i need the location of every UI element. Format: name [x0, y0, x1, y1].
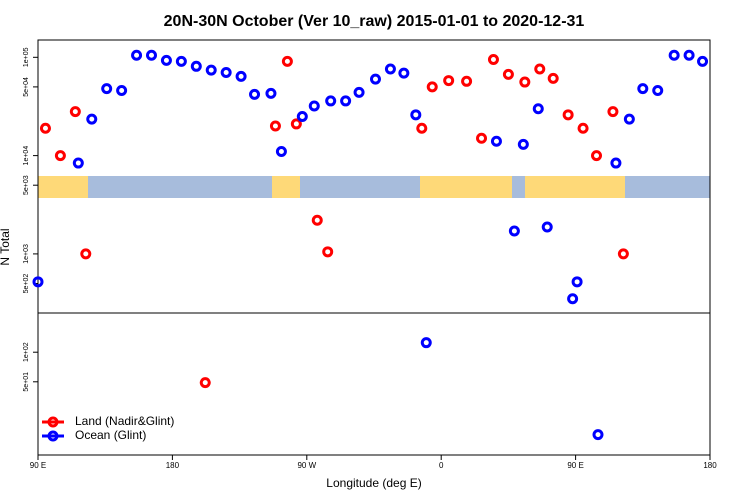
point	[116, 84, 128, 96]
legend-marker	[47, 416, 59, 428]
y-tick-label: 1e+04	[23, 146, 30, 166]
point	[420, 337, 432, 349]
point	[534, 63, 546, 75]
point	[443, 75, 455, 87]
y-tick-label: 1e+03	[23, 244, 30, 264]
point	[160, 54, 172, 66]
point	[311, 214, 323, 226]
point	[54, 150, 66, 162]
x-tick-label: 90 E	[30, 461, 46, 470]
point	[607, 106, 619, 118]
point	[490, 135, 502, 147]
point	[199, 377, 211, 389]
point	[384, 63, 396, 75]
legend-label: Land (Nadir&Glint)	[75, 414, 174, 428]
point	[265, 87, 277, 99]
x-tick-label: 180	[703, 461, 717, 470]
point	[398, 67, 410, 79]
point	[541, 221, 553, 233]
point	[591, 150, 603, 162]
point	[131, 49, 143, 61]
point	[205, 64, 217, 76]
point	[668, 49, 680, 61]
point	[461, 75, 473, 87]
point	[145, 49, 157, 61]
point	[249, 88, 261, 100]
y-tick-label: 1e+05	[23, 47, 30, 67]
y-tick-label: 5e+03	[23, 175, 30, 195]
point	[235, 70, 247, 82]
point	[577, 122, 589, 134]
point	[476, 132, 488, 144]
point	[610, 157, 622, 169]
x-tick-label: 0	[439, 461, 444, 470]
point	[72, 157, 84, 169]
point	[592, 429, 604, 441]
point	[410, 109, 422, 121]
legend-marker	[47, 430, 59, 442]
point	[517, 138, 529, 150]
point	[652, 84, 664, 96]
point	[290, 118, 302, 130]
point	[637, 83, 649, 95]
x-tick-label: 180	[166, 461, 180, 470]
y-tick-label: 5e+02	[23, 274, 30, 294]
point	[487, 53, 499, 65]
point	[353, 86, 365, 98]
point	[80, 248, 92, 260]
point	[547, 72, 559, 84]
point	[275, 146, 287, 158]
point	[69, 106, 81, 118]
point	[308, 100, 320, 112]
point	[562, 109, 574, 121]
plot-frame	[37, 39, 711, 456]
point	[508, 225, 520, 237]
chart-title: 20N-30N October (Ver 10_raw) 2015-01-01 …	[164, 13, 585, 30]
point	[617, 248, 629, 260]
y-axis-label: N Total	[0, 228, 12, 265]
point	[369, 73, 381, 85]
point	[683, 49, 695, 61]
x-axis-label: Longitude (deg E)	[326, 476, 421, 490]
point	[416, 122, 428, 134]
point	[296, 110, 308, 122]
point	[32, 276, 44, 288]
point	[325, 95, 337, 107]
y-tick-label: 1e+02	[23, 342, 30, 362]
point	[86, 113, 98, 125]
x-tick-label: 90 W	[297, 461, 316, 470]
x-tick-label: 90 E	[567, 461, 583, 470]
point	[340, 95, 352, 107]
map-strip	[38, 176, 710, 198]
point	[502, 68, 514, 80]
point	[532, 103, 544, 115]
point	[322, 246, 334, 258]
point	[697, 55, 709, 67]
point	[220, 67, 232, 79]
y-tick-label: 5e+04	[23, 77, 30, 97]
legend-label: Ocean (Glint)	[75, 428, 146, 442]
point	[571, 276, 583, 288]
point	[175, 55, 187, 67]
point	[39, 122, 51, 134]
y-tick-label: 5e+01	[23, 372, 30, 392]
point	[623, 113, 635, 125]
point	[101, 83, 113, 95]
point	[190, 60, 202, 72]
point	[269, 120, 281, 132]
point	[426, 81, 438, 93]
point	[281, 55, 293, 67]
point	[567, 293, 579, 305]
point	[519, 76, 531, 88]
